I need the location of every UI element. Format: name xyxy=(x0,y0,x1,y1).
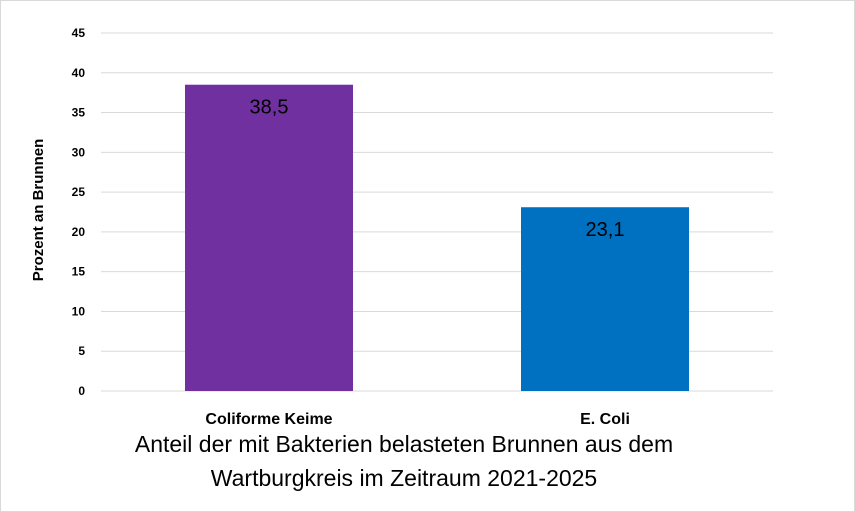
data-label: 23,1 xyxy=(586,219,625,241)
y-tick-label: 5 xyxy=(78,344,85,358)
bar xyxy=(521,207,689,391)
y-tick-label: 10 xyxy=(72,304,86,318)
y-tick-label: 45 xyxy=(72,26,86,40)
bar xyxy=(185,84,353,391)
bar-chart: 0 5 10 15 20 25 30 35 40 45 38,5 23,1 Coliforme Ke… xyxy=(30,26,773,428)
y-tick-label: 40 xyxy=(72,66,86,80)
y-axis-ticks: 0 5 10 15 20 25 30 35 40 45 xyxy=(72,26,86,398)
y-tick-label: 20 xyxy=(72,225,86,239)
data-labels: 38,5 23,1 xyxy=(250,97,625,242)
chart-title-line-2: Wartburgkreis im Zeitraum 2021-2025 xyxy=(210,465,598,491)
x-category-label: E. Coli xyxy=(580,411,630,428)
data-label: 38,5 xyxy=(250,97,289,119)
x-category-label: Coliforme Keime xyxy=(205,411,332,428)
bars xyxy=(185,84,689,391)
chart-title: Anteil der mit Bakterien belasteten Brun… xyxy=(1,427,807,495)
y-tick-label: 15 xyxy=(72,265,86,279)
x-axis-categories: Coliforme Keime E. Coli xyxy=(205,411,629,428)
y-tick-label: 30 xyxy=(72,145,86,159)
y-tick-label: 25 xyxy=(72,185,86,199)
y-tick-label: 35 xyxy=(72,106,86,120)
chart-title-line-1: Anteil der mit Bakterien belasteten Brun… xyxy=(134,431,674,457)
y-axis-label: Prozent an Brunnen xyxy=(30,139,47,282)
y-tick-label: 0 xyxy=(78,384,85,398)
